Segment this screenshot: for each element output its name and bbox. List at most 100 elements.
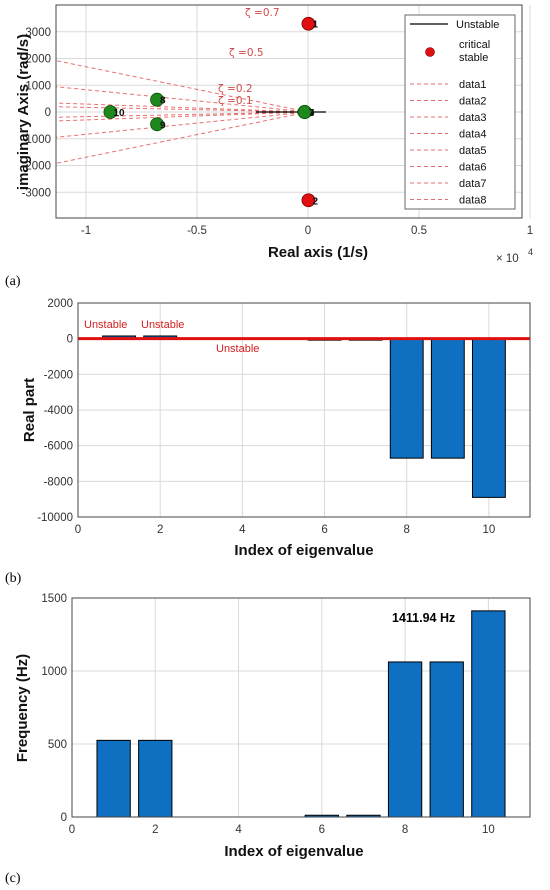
- chart-a-xtick-label: 0.5: [411, 225, 427, 237]
- eigenvalue-label-4: 4: [309, 108, 315, 119]
- chart-b-bar-9: [430, 338, 465, 459]
- peak-frequency-annotation: 1411.94 Hz: [392, 611, 455, 625]
- chart-c-ytick-label: 1500: [41, 593, 67, 605]
- eigenvalue-label-2: 2: [312, 196, 318, 207]
- eigenvalue-point-8: [150, 92, 164, 107]
- chart-b-ticks: 0 2 4 6 8 10 2000 0 -2000 -4000 -6000 -8000 -10000: [37, 298, 495, 536]
- legend-label-data2: data2: [459, 96, 487, 108]
- chart-a-ytick-label: -2000: [22, 161, 51, 173]
- chart-b-xtick-label: 6: [321, 524, 327, 536]
- eigenvalue-label-3: 3: [309, 108, 315, 119]
- chart-c-xlabel: Index of eigenvalue: [224, 843, 363, 860]
- legend-data-items: data1 data2 data3 data4 data5 data6 data7 data8: [410, 79, 487, 207]
- chart-c-xtick-label: 4: [235, 824, 242, 836]
- chart-a-xtick-label: -1: [81, 225, 91, 237]
- chart-a-x-multiplier-exp: 4: [528, 247, 533, 257]
- chart-a-xtick-label: -0.5: [187, 225, 207, 237]
- damping-ray-data8: [56, 111, 309, 164]
- eigenvalue-label-5: 5: [309, 108, 315, 119]
- unstable-label-3: Unstable: [216, 343, 259, 355]
- chart-b-xtick-label: 4: [239, 524, 246, 536]
- legend-label-data8: data8: [459, 195, 487, 207]
- legend-label-critical-stable: critical stable: [459, 39, 490, 64]
- chart-c: 0 2 4 6 8 10 0 500 1000 1500 1411.94 Hz Index of …: [5, 593, 531, 886]
- chart-b-xlabel: Index of eigenvalue: [234, 542, 373, 559]
- damping-ray-data3: [56, 86, 309, 113]
- chart-a-ytick-label: -3000: [22, 187, 51, 199]
- eigenvalue-label-7: 7: [309, 108, 315, 119]
- unstable-label-2: Unstable: [141, 319, 184, 331]
- chart-c-xtick-label: 0: [69, 824, 75, 836]
- chart-a-damping-labels: ζ =0.7 ζ =0.5 ζ =0.2 ζ =0.1: [218, 7, 280, 107]
- chart-a-ytick-label: 2000: [25, 54, 51, 66]
- chart-b-ytick-label: -2000: [44, 369, 73, 381]
- chart-a-ylabel: imaginary Axis (rad/s): [15, 34, 32, 190]
- chart-c-ticks: 0 2 4 6 8 10 0 500 1000 1500: [41, 593, 494, 836]
- chart-a-xlabel: Real axis (1/s): [268, 244, 368, 261]
- eigenvalue-point-7: [297, 105, 312, 119]
- legend-label-data3: data3: [459, 112, 487, 124]
- eigenvalue-label-6: 6: [309, 108, 315, 119]
- chart-c-xtick-label: 10: [482, 824, 495, 836]
- chart-b-ytick-label: -8000: [44, 476, 73, 488]
- chart-a-ticks: -1 -0.5 0 0.5 1 -3000 -2000 -1000 0 1000 2000 3000: [22, 27, 534, 237]
- eigenvalue-point-1: [301, 16, 316, 31]
- chart-a-ytick-label: -1000: [22, 134, 51, 146]
- chart-b-frame: [77, 302, 531, 518]
- chart-c-bar-10: [471, 610, 506, 818]
- chart-b-ytick-label: 0: [67, 334, 73, 346]
- chart-b-ylabel: Real part: [21, 378, 38, 442]
- zeta-label-0-5: ζ =0.5: [229, 47, 264, 59]
- zeta-label-0-7: ζ =0.7: [245, 7, 280, 19]
- damping-ray-data2: [56, 102, 309, 113]
- chart-a-legend: Unstable critical stable data1data2data3d…: [404, 14, 516, 210]
- panel-label-c: (c): [5, 871, 21, 886]
- eigenvalue-point-9: [150, 117, 164, 132]
- chart-b-ytick-label: -4000: [44, 405, 73, 417]
- chart-c-xtick-label: 6: [319, 824, 325, 836]
- eigenvalue-label-1: 1: [312, 20, 318, 31]
- chart-b-bars: [102, 335, 506, 498]
- zeta-label-0-1: ζ =0.1: [218, 95, 253, 107]
- chart-c-bars: [96, 610, 506, 818]
- legend-swatch-critical-stable: [425, 47, 435, 57]
- unstable-label-1: Unstable: [84, 319, 127, 331]
- legend-label-critical-stable-line2: stable: [459, 52, 488, 64]
- panel-label-b: (b): [5, 571, 22, 586]
- eigenvalue-point-10: [103, 105, 118, 119]
- legend-label-data6: data6: [459, 162, 487, 174]
- eigenvalue-point-2: [301, 193, 316, 208]
- chart-a-damping-lines: [56, 60, 309, 164]
- chart-c-frame: [71, 597, 531, 818]
- eigenvalue-label-10: 10: [113, 108, 125, 119]
- chart-c-ytick-label: 1000: [41, 666, 67, 678]
- legend-label-data7: data7: [459, 178, 487, 190]
- chart-b-ytick-label: -10000: [37, 512, 73, 524]
- chart-c-ytick-label: 500: [48, 739, 67, 751]
- chart-b-xtick-label: 10: [483, 524, 496, 536]
- zeta-label-0-2: ζ =0.2: [218, 83, 253, 95]
- chart-a-xtick-label: 1: [527, 225, 533, 237]
- chart-c-ylabel: Frequency (Hz): [14, 654, 31, 762]
- legend-label-data5: data5: [459, 145, 487, 157]
- chart-c-bar-2: [138, 739, 173, 818]
- chart-c-xtick-label: 8: [402, 824, 408, 836]
- legend-box: [404, 14, 516, 210]
- chart-c-xtick-label: 2: [152, 824, 158, 836]
- chart-b: 0 2 4 6 8 10 2000 0 -2000 -4000 -6000 -8000 -10000 U…: [5, 298, 531, 586]
- chart-b-ytick-label: 2000: [47, 298, 73, 310]
- chart-b-xtick-label: 8: [404, 524, 410, 536]
- chart-c-bar-8: [387, 661, 423, 818]
- chart-c-bar-1: [96, 739, 131, 818]
- chart-a-frame: [55, 4, 523, 219]
- chart-b-xtick-label: 2: [157, 524, 163, 536]
- chart-a-axes: [256, 108, 326, 116]
- legend-label-data4: data4: [459, 129, 487, 141]
- chart-a: ζ =0.7 ζ =0.5 ζ =0.2 ζ =0.1 12345678910 …: [5, 4, 534, 289]
- chart-a-ytick-label: 0: [45, 107, 51, 119]
- chart-a-ytick-label: 3000: [25, 27, 51, 39]
- legend-label-critical-stable-text: critical: [459, 39, 490, 51]
- chart-c-ytick-label: 0: [61, 812, 67, 824]
